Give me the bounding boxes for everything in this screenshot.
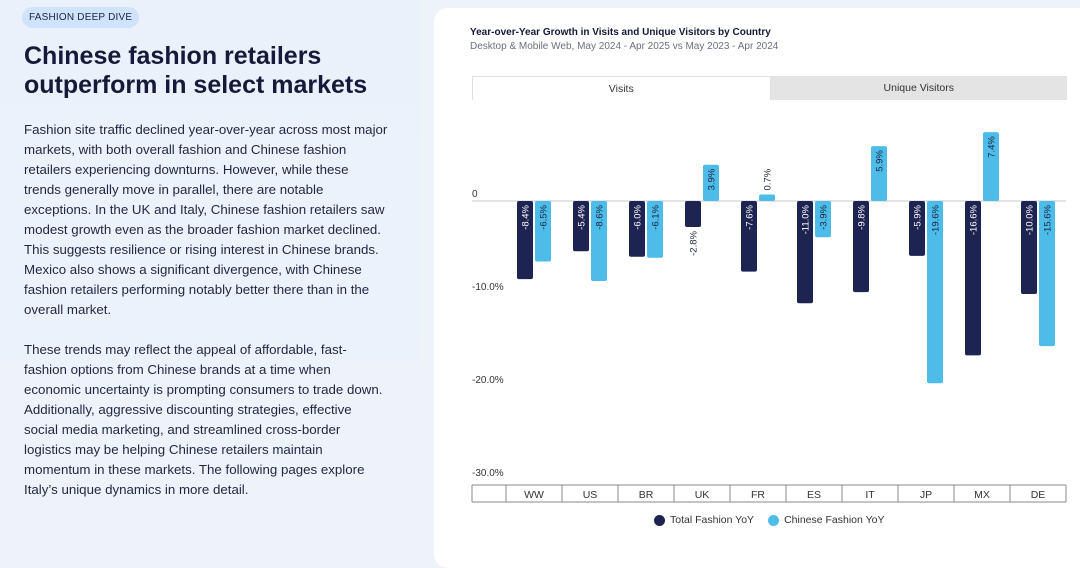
value-label-total-de: -10.0% bbox=[1025, 204, 1036, 235]
bar-total-us bbox=[573, 201, 589, 252]
bar-total-uk bbox=[685, 201, 701, 228]
bar-total-jp bbox=[909, 201, 925, 256]
legend-total-label: Total Fashion YoY bbox=[670, 514, 755, 526]
value-label-total-jp: -5.9% bbox=[913, 204, 924, 229]
x-tick-label-es: ES bbox=[807, 489, 821, 501]
bar-total-ww bbox=[517, 201, 533, 280]
x-tick-label-mx: MX bbox=[974, 489, 990, 501]
bar-chinese-fr bbox=[759, 194, 775, 201]
tab-unique-visitors[interactable]: Unique Visitors bbox=[883, 82, 954, 94]
value-label-chinese-it: 5.9% bbox=[875, 150, 886, 172]
legend-item-total[interactable]: Total Fashion YoY bbox=[654, 514, 754, 526]
bar-chinese-mx bbox=[983, 132, 999, 201]
y-tick-label: -20.0% bbox=[472, 375, 504, 386]
legend-total-swatch bbox=[654, 514, 665, 526]
bar-chinese-us bbox=[591, 201, 607, 281]
legend-item-chinese[interactable]: Chinese Fashion YoY bbox=[768, 514, 884, 526]
paragraph-1: Fashion site traffic declined year-over-… bbox=[24, 122, 388, 317]
value-label-total-ww: -8.4% bbox=[521, 204, 532, 229]
value-label-chinese-uk: 3.9% bbox=[707, 168, 718, 190]
value-label-chinese-de: -15.6% bbox=[1043, 204, 1054, 235]
x-tick-label-uk: UK bbox=[695, 489, 710, 501]
tab-visits[interactable]: Visits bbox=[472, 76, 771, 100]
value-label-chinese-ww: -6.5% bbox=[539, 204, 550, 229]
y-tick-label: 0 bbox=[472, 189, 478, 200]
paragraph-2: These trends may reflect the appeal of a… bbox=[24, 342, 383, 497]
x-tick-label-fr: FR bbox=[751, 489, 765, 501]
bar-chart: 0 -10.0% -20.0% -30.0% -8.4% -6.5% -5.4% -8.6% -… bbox=[471, 132, 1067, 503]
value-label-chinese-br: -6.1% bbox=[651, 204, 662, 229]
value-label-total-it: -9.8% bbox=[857, 204, 868, 229]
value-label-total-us: -5.4% bbox=[577, 204, 588, 229]
bar-chinese-ww bbox=[535, 201, 551, 262]
bar-total-br bbox=[629, 201, 645, 257]
bar-total-it bbox=[853, 201, 869, 293]
bar-total-mx bbox=[965, 201, 981, 356]
value-label-chinese-us: -8.6% bbox=[595, 204, 606, 229]
y-tick-label: -10.0% bbox=[472, 282, 504, 293]
value-label-total-mx: -16.6% bbox=[969, 204, 980, 235]
legend-chinese-swatch bbox=[768, 514, 780, 526]
chart-subtitle: Desktop & Mobile Web, May 2024 - Apr 202… bbox=[470, 41, 779, 52]
value-label-total-uk: -2.8% bbox=[689, 230, 700, 255]
x-tick-label-jp: JP bbox=[920, 489, 932, 501]
value-label-chinese-mx: 7.4% bbox=[987, 136, 998, 158]
bar-chinese-br bbox=[647, 201, 663, 258]
legend-chinese-label: Chinese Fashion YoY bbox=[784, 514, 885, 526]
bar-chinese-it bbox=[871, 146, 887, 201]
x-tick-label-ww: WW bbox=[524, 489, 544, 501]
value-label-chinese-jp: -19.6% bbox=[931, 204, 942, 235]
bar-total-fr bbox=[741, 201, 757, 272]
x-tick-label-it: IT bbox=[865, 489, 875, 501]
left-panel: FASHION DEEP DIVE Chinese fashion retail… bbox=[0, 0, 420, 555]
bar-chinese-es bbox=[815, 201, 831, 238]
value-label-chinese-fr: 0.7% bbox=[763, 168, 774, 190]
value-label-total-br: -6.0% bbox=[633, 204, 644, 229]
value-label-chinese-es: -3.9% bbox=[819, 204, 830, 229]
section-tag: FASHION DEEP DIVE bbox=[22, 7, 140, 28]
bar-total-de bbox=[1021, 201, 1037, 294]
x-tick-label-br: BR bbox=[639, 489, 654, 501]
x-tick-label-de: DE bbox=[1031, 489, 1046, 501]
x-tick-label-us: US bbox=[583, 489, 598, 501]
bar-chinese-jp bbox=[927, 201, 943, 384]
bar-chinese-de bbox=[1039, 201, 1055, 347]
value-label-total-es: -11.0% bbox=[801, 204, 812, 234]
bar-chinese-uk bbox=[703, 164, 719, 201]
chart-title: Year-over-Year Growth in Visits and Uniq… bbox=[470, 27, 771, 38]
metric-tabs: Visits Unique Visitors bbox=[472, 76, 1067, 100]
bar-total-es bbox=[797, 201, 813, 304]
y-tick-label: -30.0% bbox=[472, 468, 504, 479]
chart-legend: Total Fashion YoY Chinese Fashion YoY bbox=[654, 514, 898, 526]
value-label-total-fr: -7.6% bbox=[745, 204, 756, 229]
page-title: Chinese fashion retailers outperform in … bbox=[24, 42, 368, 99]
